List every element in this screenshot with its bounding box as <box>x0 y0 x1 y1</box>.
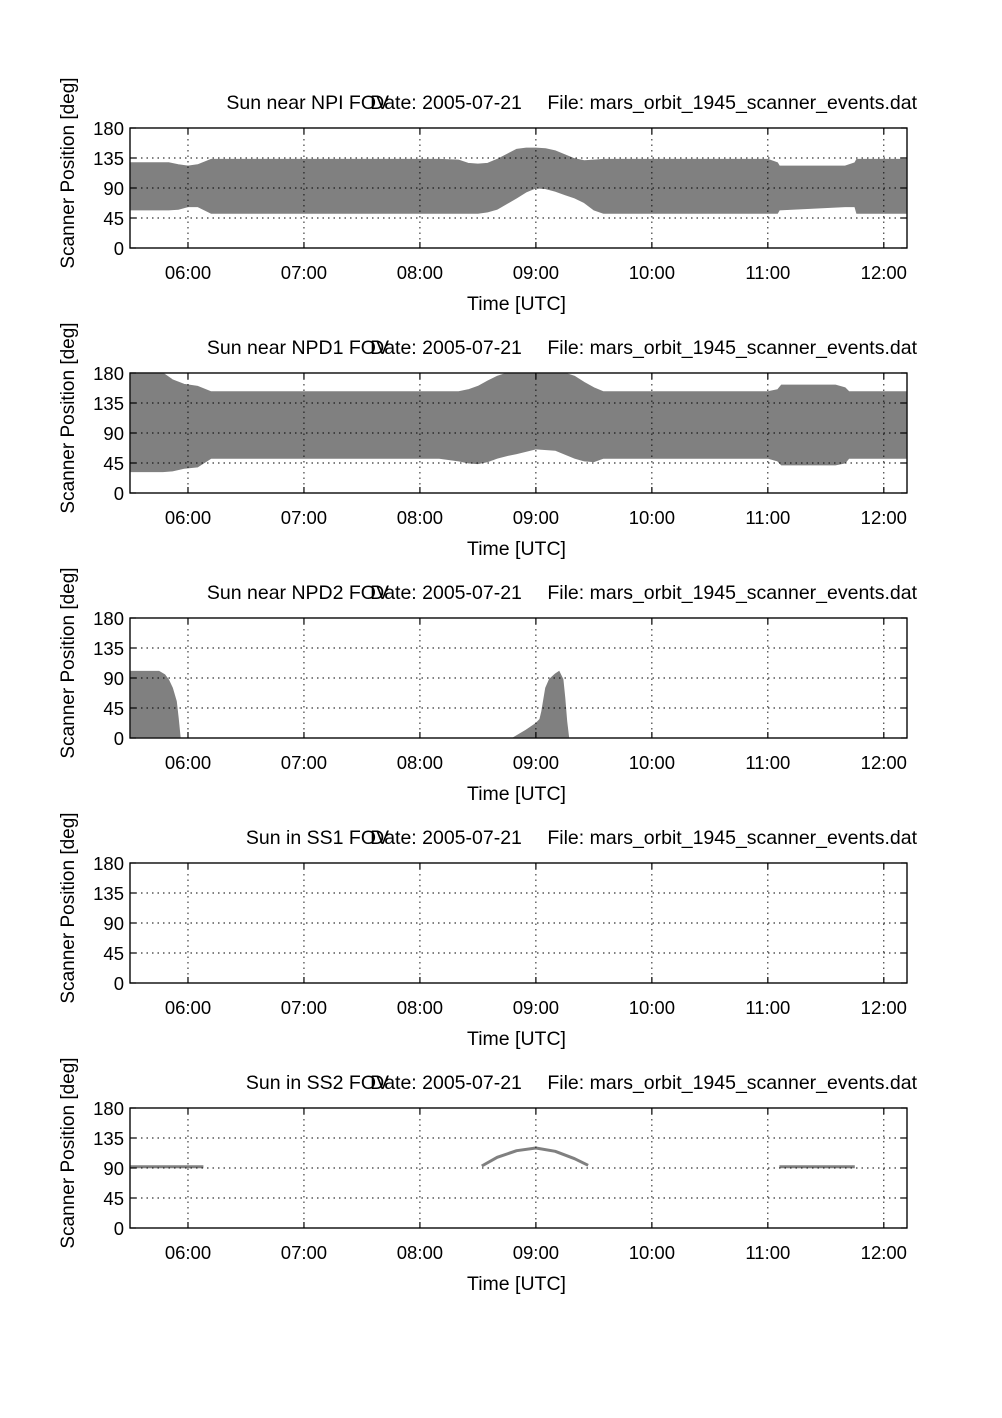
x-tick-label: 10:00 <box>629 507 675 528</box>
y-tick-label: 180 <box>93 363 124 384</box>
x-tick-label: 10:00 <box>629 997 675 1018</box>
plot-border <box>129 617 908 739</box>
chart-file: File: mars_orbit_1945_scanner_events.dat <box>547 582 917 604</box>
y-tick-label: 90 <box>103 668 124 689</box>
chart-file: File: mars_orbit_1945_scanner_events.dat <box>547 1072 917 1094</box>
x-tick-label: 09:00 <box>513 1242 559 1263</box>
y-tick-label: 45 <box>103 698 124 719</box>
x-tick-label: 09:00 <box>513 507 559 528</box>
chart-title: Sun near NPD1 FOV <box>207 337 389 359</box>
x-tick-label: 07:00 <box>281 262 327 283</box>
y-tick-label: 0 <box>114 973 124 994</box>
x-tick-label: 06:00 <box>165 997 211 1018</box>
y-tick-label: 90 <box>103 423 124 444</box>
y-tick-label: 90 <box>103 913 124 934</box>
y-tick-label: 180 <box>93 853 124 874</box>
x-tick-label: 12:00 <box>861 752 907 773</box>
y-tick-label: 90 <box>103 1158 124 1179</box>
chart-date: Date: 2005-07-21 <box>370 337 522 359</box>
chart-date: Date: 2005-07-21 <box>370 1072 522 1094</box>
y-tick-label: 135 <box>93 883 124 904</box>
x-tick-label: 10:00 <box>629 752 675 773</box>
x-axis-label: Time [UTC] <box>467 1028 566 1050</box>
plot-border <box>129 372 908 494</box>
x-tick-label: 08:00 <box>397 997 443 1018</box>
chart-file: File: mars_orbit_1945_scanner_events.dat <box>547 92 917 114</box>
y-axis-label: Scanner Position [deg] <box>58 567 79 758</box>
chart-date: Date: 2005-07-21 <box>370 827 522 849</box>
chart-date: Date: 2005-07-21 <box>370 92 522 114</box>
y-tick-label: 45 <box>103 453 124 474</box>
y-tick-label: 0 <box>114 483 124 504</box>
y-axis-label: Scanner Position [deg] <box>58 77 79 268</box>
x-tick-label: 08:00 <box>397 507 443 528</box>
x-tick-label: 07:00 <box>281 507 327 528</box>
x-tick-label: 09:00 <box>513 997 559 1018</box>
chart-file: File: mars_orbit_1945_scanner_events.dat <box>547 827 917 849</box>
y-axis-label: Scanner Position [deg] <box>58 1057 79 1248</box>
plot-border <box>129 862 908 984</box>
plot-area <box>129 862 908 984</box>
y-tick-label: 135 <box>93 148 124 169</box>
y-tick-label: 45 <box>103 208 124 229</box>
y-axis-label: Scanner Position [deg] <box>58 322 79 513</box>
plot-area <box>129 617 908 739</box>
x-tick-label: 10:00 <box>629 262 675 283</box>
y-tick-label: 0 <box>114 728 124 749</box>
x-tick-label: 08:00 <box>397 752 443 773</box>
x-tick-label: 11:00 <box>745 752 790 773</box>
x-tick-label: 06:00 <box>165 507 211 528</box>
chart-file: File: mars_orbit_1945_scanner_events.dat <box>547 337 917 359</box>
y-tick-label: 45 <box>103 943 124 964</box>
x-tick-label: 11:00 <box>745 507 790 528</box>
x-tick-label: 09:00 <box>513 262 559 283</box>
x-tick-label: 06:00 <box>165 752 211 773</box>
x-tick-label: 11:00 <box>745 262 790 283</box>
x-tick-label: 08:00 <box>397 1242 443 1263</box>
x-axis-label: Time [UTC] <box>467 1273 566 1295</box>
x-tick-label: 12:00 <box>861 262 907 283</box>
x-tick-label: 07:00 <box>281 752 327 773</box>
x-tick-label: 11:00 <box>745 997 790 1018</box>
y-tick-label: 180 <box>93 608 124 629</box>
y-tick-label: 45 <box>103 1188 124 1209</box>
chart-title: Sun in SS1 FOV <box>246 827 389 849</box>
y-tick-label: 0 <box>114 1218 124 1239</box>
y-tick-label: 135 <box>93 1128 124 1149</box>
x-tick-label: 09:00 <box>513 752 559 773</box>
x-tick-label: 11:00 <box>745 1242 790 1263</box>
chart-date: Date: 2005-07-21 <box>370 582 522 604</box>
y-tick-label: 90 <box>103 178 124 199</box>
y-axis-label: Scanner Position [deg] <box>58 812 79 1003</box>
y-tick-label: 0 <box>114 238 124 259</box>
y-tick-label: 135 <box>93 638 124 659</box>
y-tick-label: 180 <box>93 118 124 139</box>
y-tick-label: 180 <box>93 1098 124 1119</box>
x-axis-label: Time [UTC] <box>467 293 566 315</box>
x-tick-label: 07:00 <box>281 997 327 1018</box>
chart-title: Sun in SS2 FOV <box>246 1072 389 1094</box>
x-axis-label: Time [UTC] <box>467 538 566 560</box>
plot-border <box>129 127 908 249</box>
x-tick-label: 12:00 <box>861 1242 907 1263</box>
chart-title: Sun near NPD2 FOV <box>207 582 389 604</box>
plot-border <box>129 1107 908 1229</box>
x-tick-label: 06:00 <box>165 262 211 283</box>
x-tick-label: 12:00 <box>861 997 907 1018</box>
x-tick-label: 10:00 <box>629 1242 675 1263</box>
x-tick-label: 07:00 <box>281 1242 327 1263</box>
chart-title: Sun near NPI FOV <box>226 92 389 114</box>
x-tick-label: 08:00 <box>397 262 443 283</box>
y-tick-label: 135 <box>93 393 124 414</box>
x-tick-label: 12:00 <box>861 507 907 528</box>
x-tick-label: 06:00 <box>165 1242 211 1263</box>
x-axis-label: Time [UTC] <box>467 783 566 805</box>
